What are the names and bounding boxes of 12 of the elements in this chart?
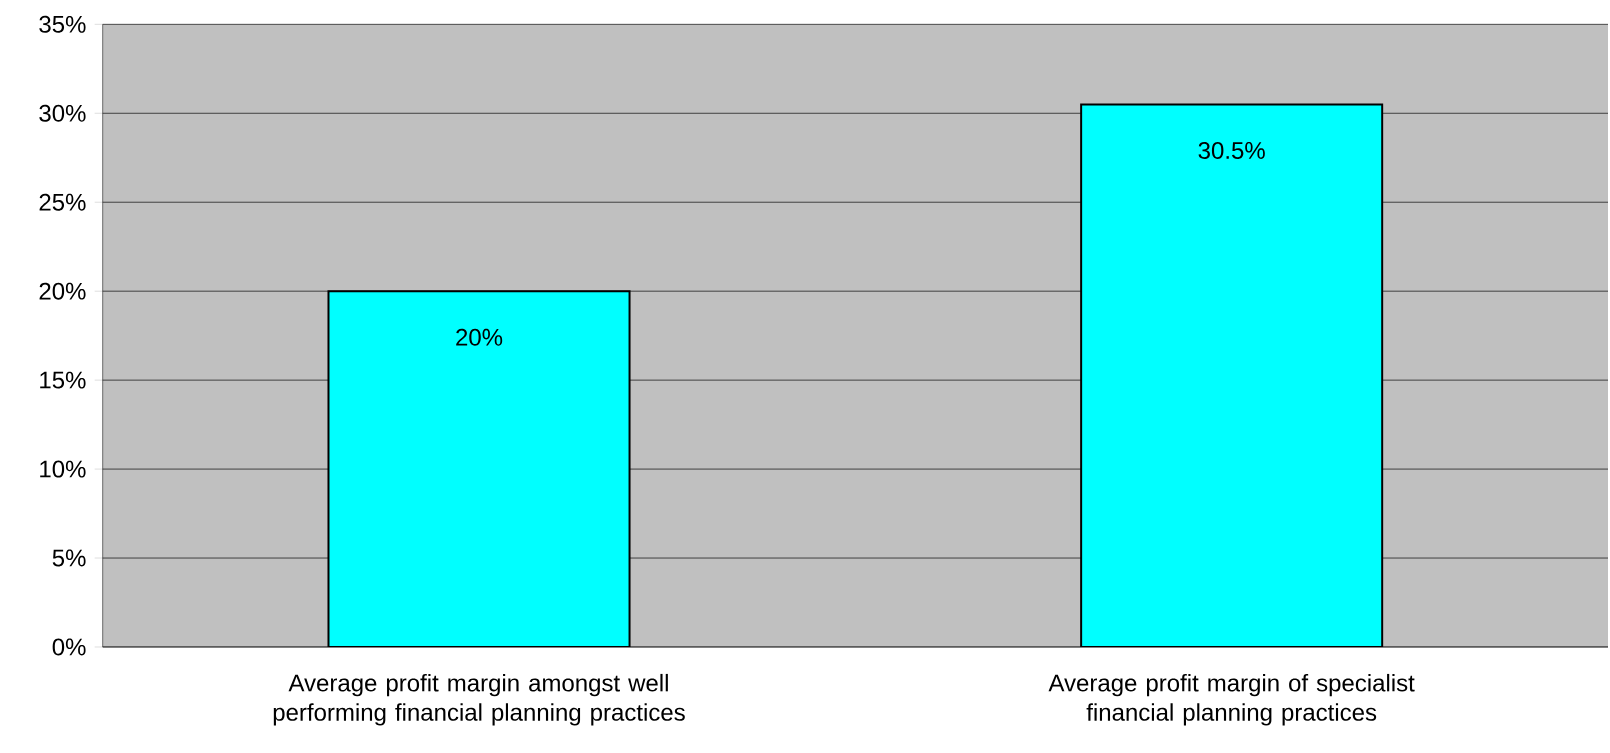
- data-label: 30.5%: [1198, 141, 1265, 159]
- y-tick-label: 15%: [40, 371, 86, 389]
- data-label: 20%: [456, 328, 503, 346]
- y-tick-label: 0%: [52, 638, 86, 656]
- y-tick-label: 5%: [52, 549, 86, 567]
- y-tick-label: 10%: [40, 460, 86, 478]
- y-tick-label: 30%: [39, 104, 86, 122]
- y-tick-label: 35%: [39, 15, 86, 33]
- x-tick-label: Average profit margin amongst well performing financial planning practices: [273, 673, 685, 726]
- y-tick-label: 25%: [39, 193, 86, 211]
- x-tick-label: Average profit margin of specialist financial planning practices: [1048, 673, 1415, 726]
- y-tick-label: 20%: [39, 282, 86, 300]
